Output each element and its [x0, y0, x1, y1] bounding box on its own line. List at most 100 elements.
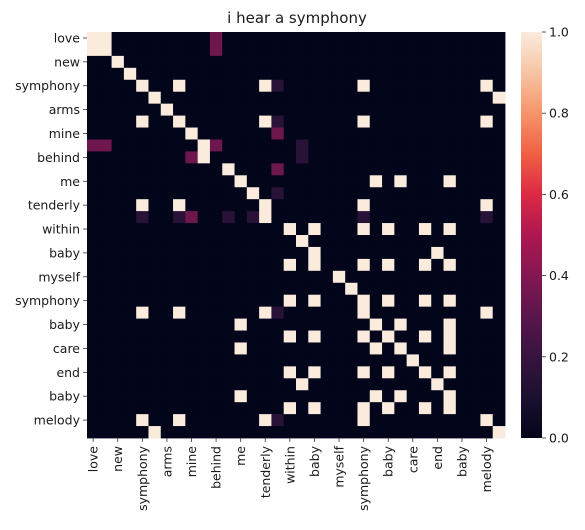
heatmap-cell [271, 330, 285, 343]
heatmap-cell [222, 235, 235, 248]
heatmap-cell [234, 294, 248, 308]
heatmap-cell [283, 163, 297, 176]
heatmap-cell [222, 294, 235, 308]
heatmap-cell [443, 67, 457, 81]
heatmap-cell [123, 115, 137, 128]
heatmap-cell [394, 103, 408, 116]
heatmap-cell [259, 211, 272, 224]
heatmap-cell [148, 199, 162, 212]
heatmap-cell [271, 139, 285, 152]
heatmap-cell [308, 175, 321, 188]
y-tick-label: within [42, 222, 80, 237]
heatmap-cell [185, 103, 199, 116]
heatmap-cell [123, 282, 137, 296]
heatmap-cell [283, 43, 297, 57]
heatmap-cell [271, 294, 285, 308]
heatmap-cell [480, 115, 494, 128]
heatmap-cell [394, 223, 408, 236]
heatmap-cell [283, 390, 297, 403]
heatmap-cell [185, 235, 199, 248]
heatmap-cell [283, 55, 297, 69]
heatmap-cell [468, 235, 481, 248]
heatmap-cell [197, 187, 211, 200]
heatmap-cell [308, 139, 321, 152]
heatmap-cell [111, 426, 125, 439]
heatmap-cell [480, 235, 494, 248]
heatmap-cell [173, 163, 186, 176]
heatmap-cell [271, 103, 285, 116]
heatmap-cell [271, 151, 285, 164]
heatmap-cell [87, 115, 100, 128]
heatmap-cell [369, 402, 383, 415]
heatmap-cell [406, 43, 420, 57]
heatmap-cell [480, 91, 494, 105]
heatmap-cell [173, 318, 186, 331]
heatmap-cell [259, 32, 272, 45]
heatmap-cell [222, 127, 235, 140]
heatmap-cell [382, 306, 395, 319]
heatmap-cell [160, 354, 174, 367]
heatmap-cell [394, 67, 408, 81]
heatmap-cell [185, 43, 199, 57]
heatmap-cell [160, 426, 174, 439]
heatmap-cell [357, 306, 371, 319]
heatmap-cell [357, 55, 371, 69]
heatmap-cell [431, 318, 444, 331]
heatmap-cell [234, 103, 248, 116]
heatmap-cell [246, 354, 260, 367]
heatmap-cell [357, 91, 371, 105]
heatmap-cell [197, 211, 211, 224]
heatmap-cell [111, 330, 125, 343]
heatmap-cell [345, 318, 358, 331]
heatmap-cell [209, 378, 223, 391]
heatmap-cell [357, 318, 371, 331]
heatmap-cell [320, 32, 334, 45]
heatmap-cell [443, 79, 457, 93]
heatmap-cell [296, 414, 309, 427]
heatmap-cell [222, 366, 235, 379]
heatmap-cell [320, 366, 334, 379]
heatmap-cell [320, 414, 334, 427]
heatmap-cell [406, 402, 420, 415]
heatmap-cell [123, 390, 137, 403]
heatmap-cell [492, 402, 506, 415]
heatmap-cell [185, 223, 199, 236]
heatmap-cell [87, 175, 100, 188]
heatmap-cell [394, 366, 408, 379]
heatmap-cell [320, 175, 334, 188]
heatmap-cell [234, 318, 248, 331]
heatmap-cell [345, 32, 358, 45]
heatmap-cell [197, 235, 211, 248]
heatmap-cell [111, 175, 125, 188]
heatmap-cell [394, 79, 408, 93]
heatmap-cell [283, 378, 297, 391]
heatmap-cell [148, 187, 162, 200]
heatmap-cell [246, 211, 260, 224]
heatmap-cell [209, 258, 223, 272]
heatmap-cell [246, 306, 260, 319]
heatmap-cell [173, 115, 186, 128]
heatmap-cell [480, 414, 494, 427]
heatmap-cell [209, 67, 223, 81]
y-tick-label: me [60, 174, 80, 189]
heatmap-cell [345, 402, 358, 415]
heatmap-cell [160, 67, 174, 81]
heatmap-cell [308, 318, 321, 331]
heatmap-cell [357, 330, 371, 343]
heatmap-cell [332, 223, 346, 236]
heatmap-cell [283, 282, 297, 296]
heatmap-cell [431, 426, 444, 439]
heatmap-cell [468, 270, 481, 284]
heatmap-cell [406, 426, 420, 439]
heatmap-cell [468, 426, 481, 439]
heatmap-cell [394, 414, 408, 427]
heatmap-cell [173, 246, 186, 260]
heatmap-cell [99, 366, 112, 379]
heatmap-cell [357, 139, 371, 152]
heatmap-cell [246, 103, 260, 116]
heatmap-cell [296, 139, 309, 152]
heatmap-cell [357, 378, 371, 391]
heatmap-cell [111, 378, 125, 391]
heatmap-cell [332, 43, 346, 57]
heatmap-cell [382, 294, 395, 308]
